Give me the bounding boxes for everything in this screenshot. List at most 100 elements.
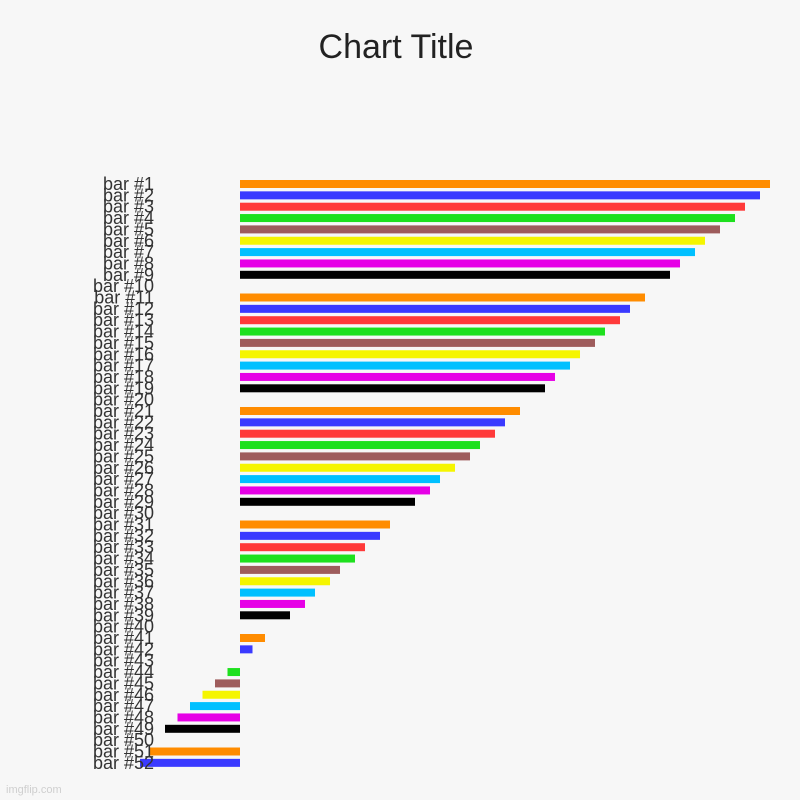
bar-29 xyxy=(240,497,415,506)
bar-36 xyxy=(240,577,330,586)
bar-14 xyxy=(240,327,605,336)
category-label: bar #49 xyxy=(93,719,154,739)
bar-39 xyxy=(240,611,290,620)
bar-48 xyxy=(177,713,240,722)
category-label: bar #25 xyxy=(93,446,154,466)
category-label: bar #27 xyxy=(93,469,154,489)
bar-46 xyxy=(202,690,240,699)
bar-49 xyxy=(165,724,240,733)
category-label: bar #10 xyxy=(93,276,154,296)
bar-19 xyxy=(240,384,545,393)
category-label: bar #36 xyxy=(93,571,154,591)
category-label: bar #2 xyxy=(103,185,154,205)
bar-18 xyxy=(240,372,555,381)
category-label: bar #41 xyxy=(93,628,154,648)
bar-32 xyxy=(240,531,380,540)
bar-13 xyxy=(240,316,620,325)
bar-44 xyxy=(227,668,240,677)
bar-37 xyxy=(240,588,315,597)
category-label: bar #42 xyxy=(93,639,154,659)
category-label: bar #38 xyxy=(93,594,154,614)
bar-25 xyxy=(240,452,470,461)
bar-51 xyxy=(150,747,240,756)
category-label: bar #17 xyxy=(93,356,154,376)
category-label: bar #3 xyxy=(103,197,154,217)
bar-11 xyxy=(240,293,645,302)
category-label: bar #43 xyxy=(93,651,154,671)
category-label: bar #20 xyxy=(93,390,154,410)
bar-28 xyxy=(240,486,430,495)
category-label: bar #22 xyxy=(93,412,154,432)
category-label: bar #11 xyxy=(94,288,154,308)
bar-22 xyxy=(240,418,505,427)
category-label: bar #1 xyxy=(103,174,154,194)
category-label: bar #4 xyxy=(103,208,154,228)
bar-41 xyxy=(240,634,265,642)
category-label: bar #50 xyxy=(93,730,154,750)
category-label: bar #8 xyxy=(103,253,154,273)
bar-45 xyxy=(215,679,240,688)
bar-27 xyxy=(240,475,440,484)
bar-38 xyxy=(240,599,305,608)
category-label: bar #23 xyxy=(93,424,154,444)
category-label: bar #13 xyxy=(93,310,154,330)
watermark: imgflip.com xyxy=(6,784,62,796)
bar-42 xyxy=(240,645,253,654)
category-label: bar #52 xyxy=(93,753,154,773)
bar-31 xyxy=(240,520,390,529)
category-label: bar #35 xyxy=(93,560,154,580)
bar-52 xyxy=(140,758,240,767)
bar-21 xyxy=(240,407,520,415)
bar-3 xyxy=(240,202,745,211)
category-label: bar #31 xyxy=(93,515,154,535)
bar-7 xyxy=(240,248,695,257)
category-label: bar #24 xyxy=(93,435,154,455)
category-label: bar #33 xyxy=(93,537,154,557)
bar-4 xyxy=(240,214,735,223)
bar-17 xyxy=(240,361,570,370)
category-label: bar #18 xyxy=(93,367,154,387)
category-label: bar #16 xyxy=(93,344,154,364)
bar-9 xyxy=(240,270,670,279)
category-label: bar #15 xyxy=(93,333,154,353)
category-label: bar #26 xyxy=(93,458,154,478)
category-label: bar #5 xyxy=(103,219,154,239)
category-label: bar #7 xyxy=(103,242,154,262)
category-label: bar #44 xyxy=(93,662,154,682)
category-label: bar #28 xyxy=(93,480,154,500)
category-label: bar #46 xyxy=(93,685,154,705)
bar-12 xyxy=(240,304,630,313)
bar-16 xyxy=(240,350,580,359)
bar-8 xyxy=(240,259,680,268)
category-label: bar #48 xyxy=(93,707,154,727)
category-label: bar #40 xyxy=(93,617,154,637)
bar-23 xyxy=(240,429,495,438)
bar-34 xyxy=(240,554,355,563)
category-label: bar #29 xyxy=(93,492,154,512)
category-label: bar #6 xyxy=(103,231,154,251)
bar-35 xyxy=(240,565,340,574)
category-label: bar #37 xyxy=(93,583,154,603)
category-label: bar #9 xyxy=(103,265,154,285)
bar-2 xyxy=(240,191,760,200)
bar-47 xyxy=(190,702,240,711)
category-label: bar #39 xyxy=(93,605,154,625)
chart-title: Chart Title xyxy=(319,28,474,66)
bar-6 xyxy=(240,236,705,245)
category-label: bar #21 xyxy=(93,401,154,421)
category-label: bar #12 xyxy=(93,299,154,319)
bar-15 xyxy=(240,338,595,347)
category-label: bar #19 xyxy=(93,378,154,398)
category-label: bar #32 xyxy=(93,526,154,546)
category-label: bar #51 xyxy=(93,742,154,762)
bar-24 xyxy=(240,441,480,450)
category-label: bar #14 xyxy=(93,322,154,342)
category-label: bar #34 xyxy=(93,549,154,569)
bar-1 xyxy=(240,180,770,188)
bar-5 xyxy=(240,225,720,234)
category-label: bar #47 xyxy=(93,696,154,716)
category-label: bar #45 xyxy=(93,673,154,693)
bars-group xyxy=(140,180,770,767)
